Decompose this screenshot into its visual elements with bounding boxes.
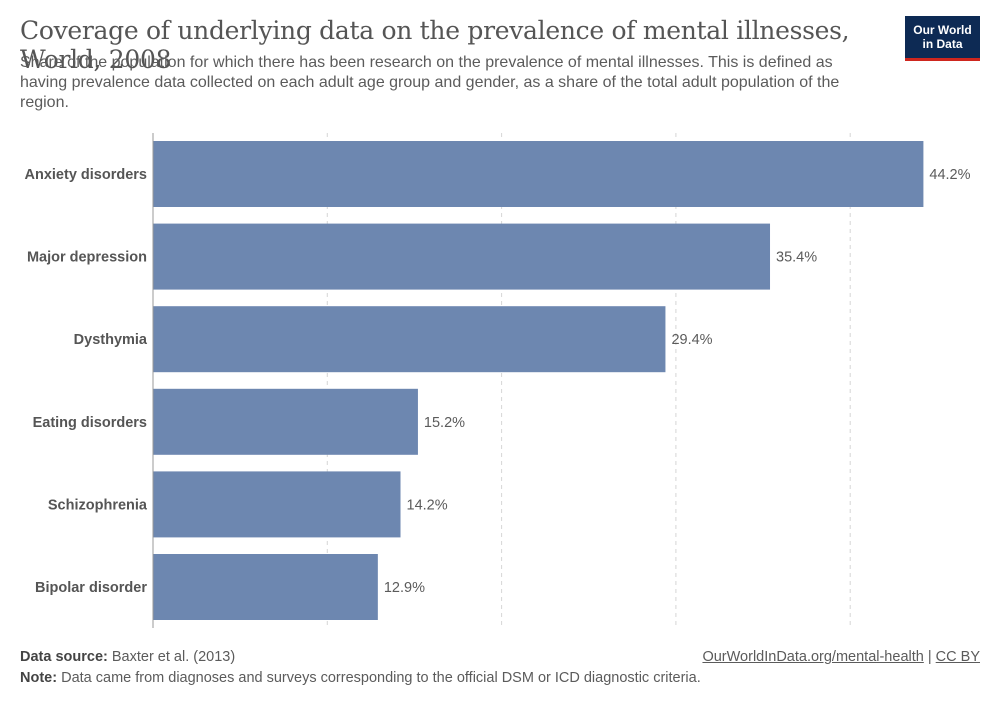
owid-logo[interactable]: Our World in Data — [905, 16, 980, 61]
category-label: Anxiety disorders — [25, 167, 148, 183]
bar[interactable] — [153, 554, 378, 620]
source-link[interactable]: OurWorldInData.org/mental-health — [702, 649, 924, 665]
credit: OurWorldInData.org/mental-health | CC BY — [702, 649, 980, 665]
grid-lines — [326, 133, 851, 628]
value-label: 15.2% — [424, 415, 465, 431]
bar[interactable] — [153, 388, 418, 455]
credit-separator: | — [927, 649, 932, 665]
logo-line-1: Our World — [913, 23, 972, 37]
bar-chart: Anxiety disorders 44.2% Major depression 35… — [25, 133, 971, 628]
logo-line-2: in Data — [922, 37, 963, 51]
category-label: Schizophrenia — [48, 497, 148, 513]
data-source: Data source: Baxter et al. (2013) — [20, 649, 980, 665]
value-label: 35.4% — [776, 250, 817, 266]
chart-title: Coverage of underlying data on the preva… — [20, 16, 850, 74]
bar[interactable] — [153, 141, 924, 207]
license-link[interactable]: CC BY — [935, 649, 980, 665]
value-label: 12.9% — [384, 580, 425, 596]
category-label: Major depression — [27, 250, 147, 266]
bar[interactable] — [153, 223, 771, 290]
source-text: Baxter et al. (2013) — [111, 649, 236, 665]
note-label: Note: — [20, 670, 58, 686]
category-label: Bipolar disorder — [35, 580, 147, 596]
chart-note: Note: Data came from diagnoses and surve… — [20, 670, 980, 686]
value-label: 14.2% — [407, 497, 448, 513]
value-label: 29.4% — [671, 332, 712, 348]
category-label: Eating disorders — [33, 415, 147, 431]
source-label: Data source: — [20, 649, 108, 665]
chart-subtitle: Share of the population for which there … — [20, 54, 840, 111]
category-label: Dysthymia — [74, 332, 148, 348]
bars: Anxiety disorders 44.2% Major depression 35… — [25, 141, 971, 620]
value-label: 44.2% — [929, 167, 970, 183]
bar[interactable] — [153, 306, 666, 373]
note-text: Data came from diagnoses and surveys cor… — [61, 670, 701, 686]
bar[interactable] — [153, 471, 401, 538]
